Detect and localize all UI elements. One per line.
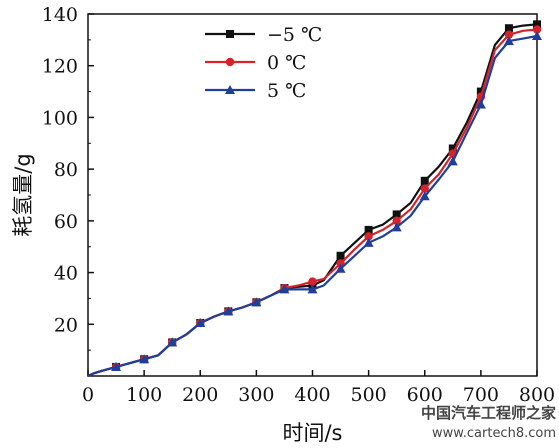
data-point <box>363 237 374 247</box>
series-1 <box>87 25 542 377</box>
data-point <box>420 176 429 185</box>
y-axis-label: 耗氢量/g <box>11 153 35 236</box>
data-point <box>223 306 234 316</box>
legend-entry: −5 ℃ <box>205 24 322 46</box>
data-point <box>111 361 122 371</box>
legend-entry: 5 ℃ <box>205 80 306 102</box>
legend-marker <box>225 57 235 67</box>
x-tick-label: 500 <box>350 384 386 406</box>
data-point <box>419 191 430 201</box>
data-point <box>308 277 317 286</box>
data-point <box>335 263 346 273</box>
data-point <box>504 24 513 33</box>
legend-label: −5 ℃ <box>267 24 322 46</box>
x-tick-label: 100 <box>126 384 162 406</box>
series-2 <box>87 30 542 377</box>
data-point <box>364 232 373 241</box>
y-tick-label: 40 <box>54 263 78 285</box>
data-point <box>420 184 429 193</box>
x-tick-label: 800 <box>519 384 555 406</box>
data-point <box>476 87 485 96</box>
data-point <box>195 317 206 327</box>
data-point <box>167 337 178 347</box>
data-point <box>475 99 486 109</box>
data-point <box>307 284 318 294</box>
x-tick-label: 300 <box>238 384 274 406</box>
watermark: 中国汽车工程师之家 www.cartech8.com <box>421 404 556 441</box>
data-point <box>392 210 401 219</box>
data-point <box>533 20 541 29</box>
data-point <box>139 354 150 364</box>
watermark-line2: www.cartech8.com <box>432 426 556 441</box>
data-point <box>279 284 290 294</box>
x-tick-label: 0 <box>82 384 94 406</box>
data-point <box>391 222 402 232</box>
data-point <box>447 156 458 166</box>
y-tick-label: 60 <box>54 211 78 233</box>
series-line <box>87 28 538 377</box>
axes: 0 100 200 300 400 500 600 700 800 20 40 60 80 100 120 1… <box>11 4 555 445</box>
x-tick-label: 400 <box>294 384 330 406</box>
data-point <box>336 251 345 260</box>
data-point <box>532 30 542 40</box>
data-point <box>364 225 373 234</box>
x-axis-label: 时间/s <box>282 421 342 445</box>
x-tick-label: 700 <box>463 384 499 406</box>
data-point <box>448 144 457 153</box>
legend-marker <box>226 30 234 38</box>
legend: −5 ℃ 0 ℃ 5 ℃ <box>205 24 322 102</box>
y-tick-label: 20 <box>54 314 78 336</box>
series-line <box>87 34 538 377</box>
legend-label: 5 ℃ <box>267 80 306 102</box>
watermark-line1: 中国汽车工程师之家 <box>421 404 556 422</box>
y-tick-label: 140 <box>42 4 78 26</box>
data-point <box>504 30 514 39</box>
data-point <box>392 216 401 226</box>
y-tick-label: 120 <box>42 56 78 78</box>
legend-marker <box>225 85 235 94</box>
y-tick-label: 80 <box>54 159 78 181</box>
x-tick-label: 600 <box>407 384 443 406</box>
data-point <box>532 25 542 34</box>
y-tick-label: 100 <box>42 107 78 129</box>
x-tick-label: 200 <box>182 384 218 406</box>
series-0 <box>87 20 541 377</box>
data-point <box>251 297 262 307</box>
plot-frame <box>87 13 538 377</box>
legend-label: 0 ℃ <box>267 52 306 74</box>
legend-entry: 0 ℃ <box>205 52 306 74</box>
series-layer <box>87 20 542 377</box>
data-point <box>503 36 514 46</box>
series-line <box>87 23 538 377</box>
